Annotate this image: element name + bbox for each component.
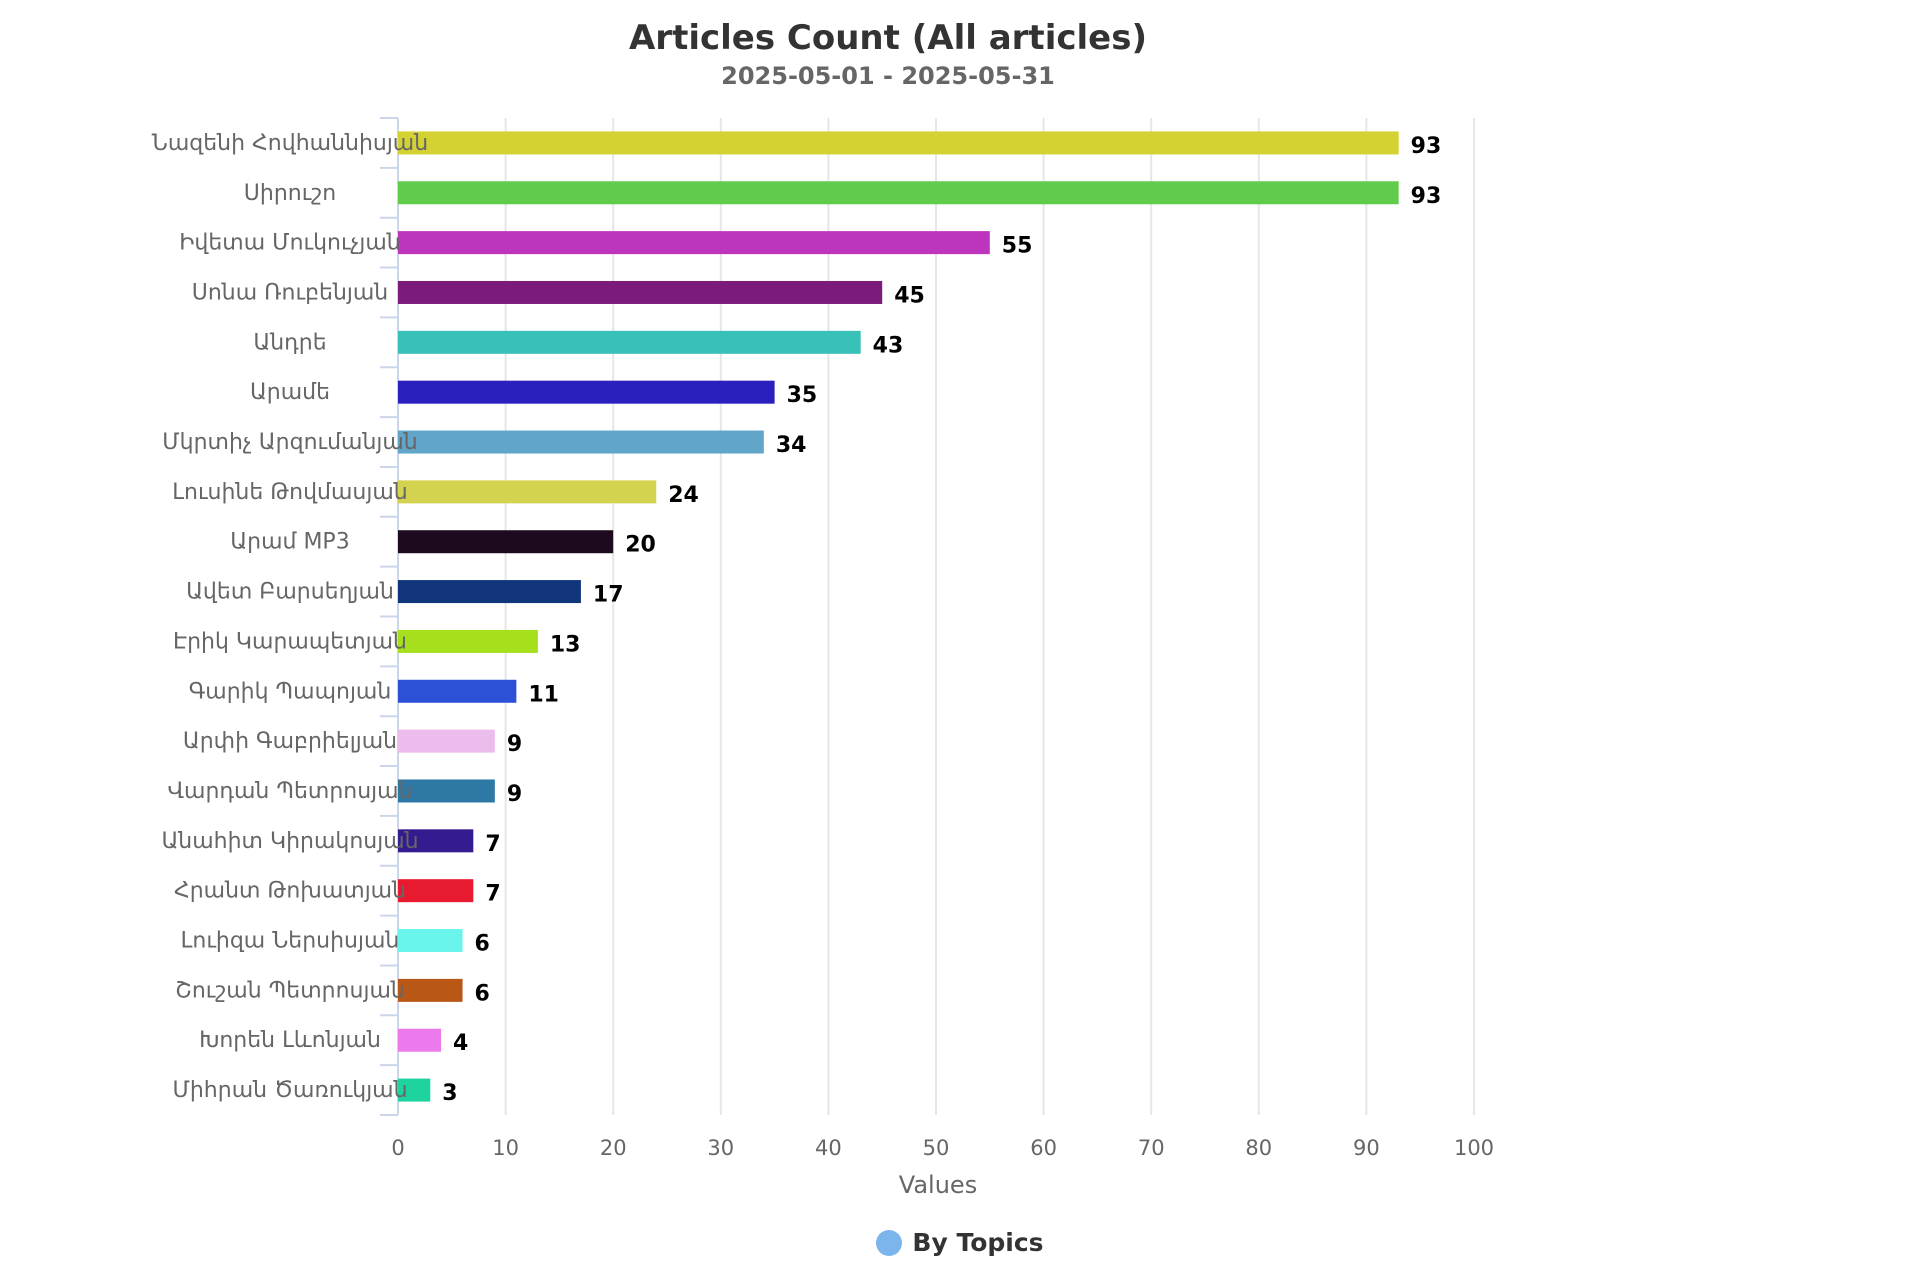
bar[interactable] — [398, 480, 657, 504]
data-label: 20 — [625, 533, 656, 558]
x-tick-label: 40 — [815, 1136, 842, 1160]
chart-title: Articles Count (All articles) — [628, 18, 1147, 58]
category-label: Անահիտ Կիրակոսյան — [161, 829, 418, 854]
bar[interactable] — [398, 430, 764, 454]
x-tick-label: 50 — [923, 1136, 950, 1160]
legend-label: By Topics — [912, 1228, 1044, 1257]
data-label: 11 — [528, 682, 559, 707]
category-label: Միհրան Ծառուկյան — [172, 1078, 407, 1103]
x-tick-label: 100 — [1454, 1136, 1494, 1160]
category-label: Գարիկ Պապոյան — [189, 679, 392, 704]
bar-series — [398, 131, 1399, 1102]
bar[interactable] — [398, 929, 463, 953]
data-label: 13 — [550, 632, 581, 657]
category-label: Սիրուշո — [244, 181, 336, 206]
category-label: Սոնա Ռուբենյան — [192, 280, 389, 305]
category-label: Նազենի Հովհաննիսյան — [152, 131, 428, 156]
category-label: Շուշան Պետրոսյան — [175, 978, 405, 1003]
bar[interactable] — [398, 181, 1399, 205]
x-tick-label: 30 — [707, 1136, 734, 1160]
data-label: 6 — [475, 981, 490, 1006]
category-label: Ավետ Բարսեղյան — [186, 580, 394, 605]
bar[interactable] — [398, 231, 990, 255]
bar[interactable] — [398, 280, 883, 304]
x-tick-label: 90 — [1353, 1136, 1380, 1160]
category-label: Հրանտ Թոխատյան — [174, 879, 406, 904]
category-labels: Նազենի Հովհաննիսյան Սիրուշո Իվետա Մուկուչյ… — [152, 131, 428, 1103]
bar[interactable] — [398, 1078, 431, 1102]
x-tick-label: 0 — [391, 1136, 404, 1160]
bar[interactable] — [398, 530, 614, 554]
data-label: 34 — [776, 433, 807, 458]
data-label: 7 — [485, 832, 500, 857]
x-axis-ticks: 0 10 20 30 40 50 60 70 80 90 100 — [391, 1136, 1494, 1160]
bar[interactable] — [398, 978, 463, 1002]
x-axis-title: Values — [899, 1171, 977, 1199]
bar[interactable] — [398, 131, 1399, 155]
data-label: 35 — [787, 383, 818, 408]
chart-subtitle: 2025-05-01 - 2025-05-31 — [721, 62, 1055, 90]
bar[interactable] — [398, 629, 538, 653]
data-label: 93 — [1411, 134, 1442, 159]
category-label: Լուիզա Ներսիսյան — [181, 929, 400, 954]
data-label: 17 — [593, 583, 624, 608]
bar[interactable] — [398, 829, 474, 853]
data-label: 43 — [873, 333, 904, 358]
category-label: Խորեն Լևոնյան — [199, 1028, 381, 1053]
data-label: 55 — [1002, 234, 1033, 259]
grid-lines — [504, 118, 1475, 1115]
x-tick-label: 80 — [1245, 1136, 1272, 1160]
data-label: 9 — [507, 782, 522, 807]
data-label: 93 — [1411, 184, 1442, 209]
category-label: Արփի Գաբրիելյան — [183, 729, 397, 754]
x-tick-label: 20 — [600, 1136, 627, 1160]
category-label: Արամ MP3 — [230, 530, 349, 555]
legend-item-by-topics[interactable]: By Topics — [876, 1228, 1044, 1257]
legend-marker-icon — [876, 1229, 903, 1256]
bar[interactable] — [398, 330, 861, 354]
data-label: 45 — [894, 283, 925, 308]
data-label: 4 — [453, 1031, 468, 1056]
data-label: 3 — [442, 1081, 457, 1106]
data-label: 24 — [668, 483, 699, 508]
category-label: Արամե — [250, 380, 330, 405]
bar[interactable] — [398, 729, 495, 753]
data-label: 7 — [485, 882, 500, 907]
data-label: 9 — [507, 732, 522, 757]
category-label: Լուսինե Թովմասյան — [172, 480, 407, 505]
y-axis — [380, 117, 399, 1116]
bar[interactable] — [398, 879, 474, 903]
category-label: Մկրտիչ Արզումանյան — [162, 430, 417, 455]
data-label: 6 — [475, 932, 490, 957]
x-tick-label: 70 — [1138, 1136, 1165, 1160]
category-label: Իվետա Մուկուչյան — [179, 231, 401, 256]
bar[interactable] — [398, 1028, 442, 1052]
bar[interactable] — [398, 679, 517, 703]
category-label: Էրիկ Կարապետյան — [173, 629, 407, 654]
legend: By Topics — [0, 1228, 1920, 1262]
x-tick-label: 60 — [1030, 1136, 1057, 1160]
category-label: Վարդան Պետրոսյան — [167, 779, 412, 804]
x-tick-label: 10 — [492, 1136, 519, 1160]
bar[interactable] — [398, 380, 775, 404]
bar[interactable] — [398, 779, 495, 803]
bar[interactable] — [398, 580, 581, 604]
category-label: Անդրե — [253, 330, 326, 355]
